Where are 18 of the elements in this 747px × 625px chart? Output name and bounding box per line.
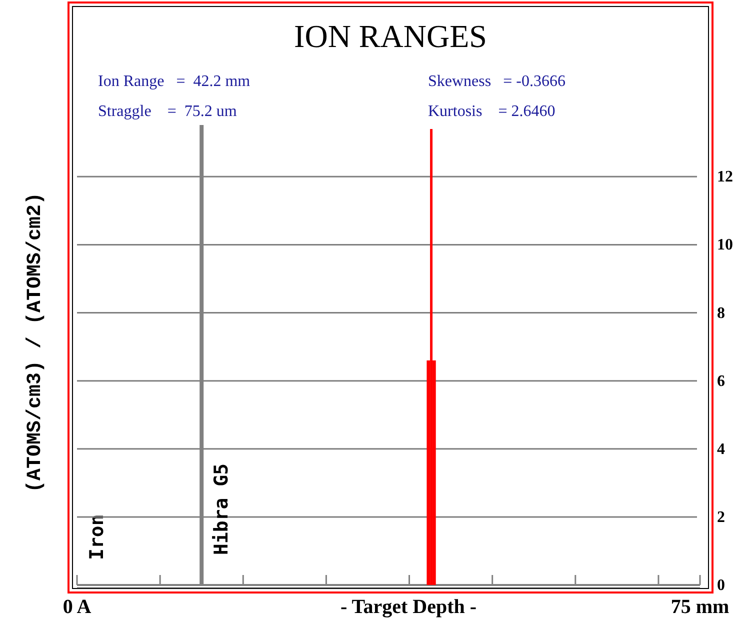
ref-line-label: Hibra G5	[210, 463, 233, 555]
y-tick-label: 12	[717, 168, 733, 186]
annotation: Straggle = 75.2 um	[98, 103, 238, 120]
annotation: Kurtosis = 2.6460	[428, 103, 556, 120]
x-axis-title: - Target Depth -	[340, 596, 477, 618]
chart-title: ION RANGES	[294, 18, 487, 54]
annotation: Ion Range = 42.2 mm	[98, 73, 251, 90]
y-axis-title: (ATOMS/cm3) / (ATOMS/cm2)	[24, 192, 47, 493]
x-tick-label: 0 A	[62, 596, 92, 618]
y-tick-label: 2	[717, 508, 725, 526]
annotation: Skewness = -0.3666	[428, 73, 566, 90]
y-tick-label: 0	[717, 577, 725, 594]
x-tick-label: 75 mm	[670, 596, 730, 618]
annotation: Iron	[86, 514, 108, 560]
y-tick-label: 6	[717, 372, 725, 390]
y-tick-label: 4	[717, 440, 725, 458]
y-tick-label: 10	[717, 236, 733, 254]
y-tick-label: 8	[717, 304, 725, 322]
